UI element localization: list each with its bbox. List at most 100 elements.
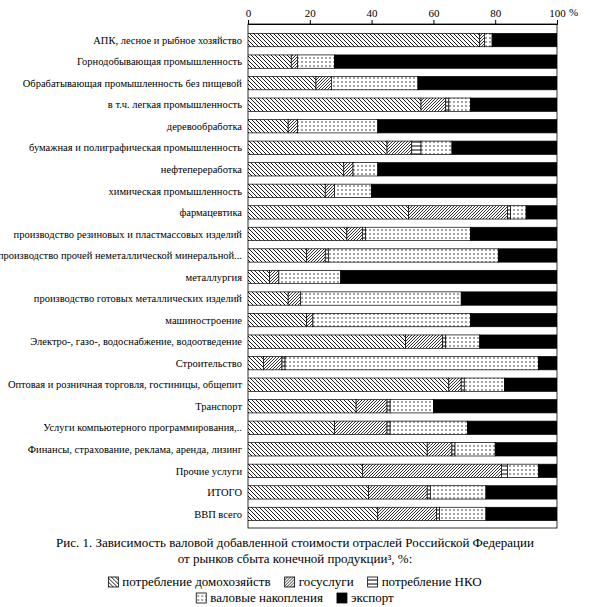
bar-segment bbox=[378, 163, 557, 176]
bar-segment bbox=[418, 76, 557, 89]
axis-line bbox=[249, 20, 558, 25]
bar-segment bbox=[538, 356, 557, 369]
bar-segment bbox=[288, 292, 300, 305]
bar-segment bbox=[511, 206, 526, 219]
legend-label: потребление НКО bbox=[382, 574, 482, 589]
bar-segment bbox=[378, 507, 437, 520]
category-label: производство готовых металлических издел… bbox=[34, 293, 243, 304]
category-label: деревообработка bbox=[167, 121, 243, 132]
bar-segment bbox=[464, 378, 504, 391]
tick-label: 100 bbox=[549, 7, 566, 19]
category-label: ИТОГО bbox=[207, 487, 242, 498]
bar-segment bbox=[248, 55, 291, 68]
bar-segment bbox=[248, 206, 409, 219]
bar-segment bbox=[467, 421, 557, 434]
axis-title: % bbox=[569, 6, 578, 18]
legend-swatch bbox=[285, 577, 295, 587]
bar-segment bbox=[365, 227, 470, 240]
tick-label: 0 bbox=[246, 7, 252, 19]
bar-segment bbox=[341, 270, 557, 283]
category-label: Горнодобывающая промышленность bbox=[77, 56, 242, 67]
bar-segment bbox=[421, 98, 446, 111]
bar-segment bbox=[461, 378, 464, 391]
tick-label: 40 bbox=[367, 7, 379, 19]
bar-segment bbox=[335, 421, 388, 434]
bar-segment bbox=[449, 98, 471, 111]
tick-label: 60 bbox=[428, 7, 440, 19]
bar-segment bbox=[285, 356, 538, 369]
bar-segment bbox=[248, 249, 307, 262]
legend-label: потребление домохозяйств bbox=[122, 574, 270, 589]
bar-segment bbox=[248, 120, 288, 133]
bar-segment bbox=[248, 163, 344, 176]
bar-segment bbox=[248, 464, 362, 477]
title: Рис. 1. Зависимость валовой добавленной … bbox=[56, 535, 534, 566]
bar-segment bbox=[498, 249, 557, 262]
category-labels: АПК, лесное и рыбное хозяйствоГорнодобыв… bbox=[0, 35, 243, 520]
tick: 0 bbox=[246, 7, 252, 24]
bar-segment bbox=[362, 227, 365, 240]
bar-segment bbox=[297, 55, 334, 68]
category-label: металлургия bbox=[185, 272, 242, 283]
bar-segment bbox=[248, 292, 288, 305]
bar-segment bbox=[248, 400, 356, 413]
legend-swatch bbox=[196, 593, 206, 603]
bar-segment bbox=[313, 313, 471, 326]
bar-segment bbox=[484, 33, 492, 46]
legend-item: валовые накопления bbox=[196, 590, 323, 605]
bar-segment bbox=[347, 227, 362, 240]
bar-segment bbox=[331, 76, 418, 89]
bar-segment bbox=[335, 184, 372, 197]
bar-segment bbox=[372, 184, 557, 197]
tick: 100 bbox=[549, 7, 566, 24]
x-axis: 020406080100 bbox=[246, 7, 567, 25]
category-label: ВВП всего bbox=[194, 509, 242, 520]
bar-segment bbox=[387, 141, 412, 154]
bar-segment bbox=[427, 443, 452, 456]
bar-segment bbox=[362, 464, 501, 477]
bar-segment bbox=[412, 141, 421, 154]
bar-segment bbox=[248, 378, 449, 391]
category-label: нефтепереработка bbox=[161, 164, 243, 175]
bar-segment bbox=[325, 184, 334, 197]
bar-segment bbox=[449, 378, 461, 391]
bar-segment bbox=[307, 249, 326, 262]
bar-segment bbox=[421, 141, 452, 154]
category-label: Электро-, газо-, водоснабжение, водоотве… bbox=[30, 336, 242, 347]
tick-label: 20 bbox=[305, 7, 317, 19]
category-label: фармацевтика bbox=[179, 207, 242, 218]
tick: 40 bbox=[367, 7, 379, 24]
bar-segment bbox=[452, 443, 455, 456]
bar-segment bbox=[390, 421, 467, 434]
tick: 20 bbox=[305, 7, 317, 24]
category-label: Обрабатывающая промышленность без пищево… bbox=[23, 78, 243, 89]
bar-segment bbox=[486, 486, 557, 499]
bar-segment bbox=[443, 335, 446, 348]
legend-swatch bbox=[108, 577, 118, 587]
bar-segment bbox=[495, 443, 557, 456]
bar-segment bbox=[279, 270, 341, 283]
category-label: Оптовая и розничная торговля, гостиницы,… bbox=[8, 379, 243, 390]
bar-segment bbox=[248, 76, 316, 89]
bar-segment bbox=[501, 464, 507, 477]
bar-segment bbox=[288, 120, 297, 133]
bar-segment bbox=[248, 141, 387, 154]
legend-item: потребление НКО bbox=[368, 574, 482, 589]
bar-segment bbox=[316, 76, 331, 89]
legend-swatch bbox=[337, 593, 347, 603]
bar-segment bbox=[248, 184, 325, 197]
bar-segment bbox=[378, 120, 557, 133]
category-label: производство резиновых и пластмассовых и… bbox=[14, 229, 243, 240]
bar-segment bbox=[409, 206, 508, 219]
bar-segment bbox=[461, 292, 557, 305]
bar-segment bbox=[307, 313, 313, 326]
bar-segment bbox=[248, 443, 427, 456]
bar-segment bbox=[492, 33, 557, 46]
bar-segment bbox=[248, 33, 480, 46]
legend-label: госуслуги bbox=[299, 574, 354, 589]
bar-segment bbox=[480, 33, 485, 46]
tick-mark bbox=[310, 20, 311, 24]
tick: 60 bbox=[428, 7, 440, 24]
bar-segment bbox=[263, 356, 282, 369]
category-label: Финансы, страхование, реклама, аренда, л… bbox=[28, 444, 243, 455]
